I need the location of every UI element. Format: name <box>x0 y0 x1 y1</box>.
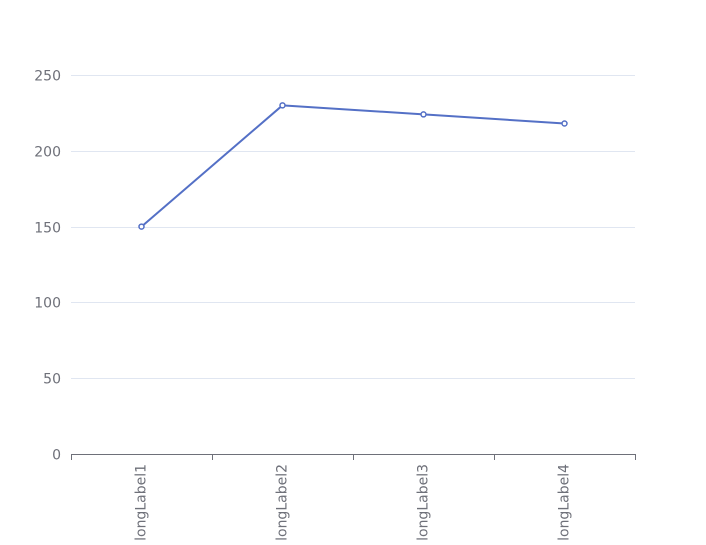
y-axis-tick-labels: 0 50 100 150 200 250 <box>34 69 61 464</box>
y-tick-label: 250 <box>34 69 61 85</box>
x-tick-label: longLabel1 <box>134 464 150 541</box>
x-tick-label: longLabel3 <box>416 464 432 541</box>
data-point[interactable] <box>138 223 145 230</box>
x-axis-tick-labels: longLabel1 longLabel2 longLabel3 longLabel4 <box>134 464 573 541</box>
grid-lines <box>71 75 635 379</box>
x-axis <box>71 454 636 460</box>
series-line <box>140 104 565 228</box>
x-tick-label: longLabel2 <box>275 464 291 541</box>
data-point[interactable] <box>420 111 427 118</box>
series-layer <box>138 102 568 230</box>
y-tick-label: 200 <box>34 145 61 161</box>
x-tick-label: longLabel4 <box>557 464 573 541</box>
y-tick-label: 150 <box>34 221 61 237</box>
data-point[interactable] <box>279 102 286 109</box>
y-tick-label: 0 <box>52 448 61 464</box>
y-tick-label: 100 <box>34 296 61 312</box>
data-point[interactable] <box>561 120 568 127</box>
y-tick-label: 50 <box>43 372 61 388</box>
